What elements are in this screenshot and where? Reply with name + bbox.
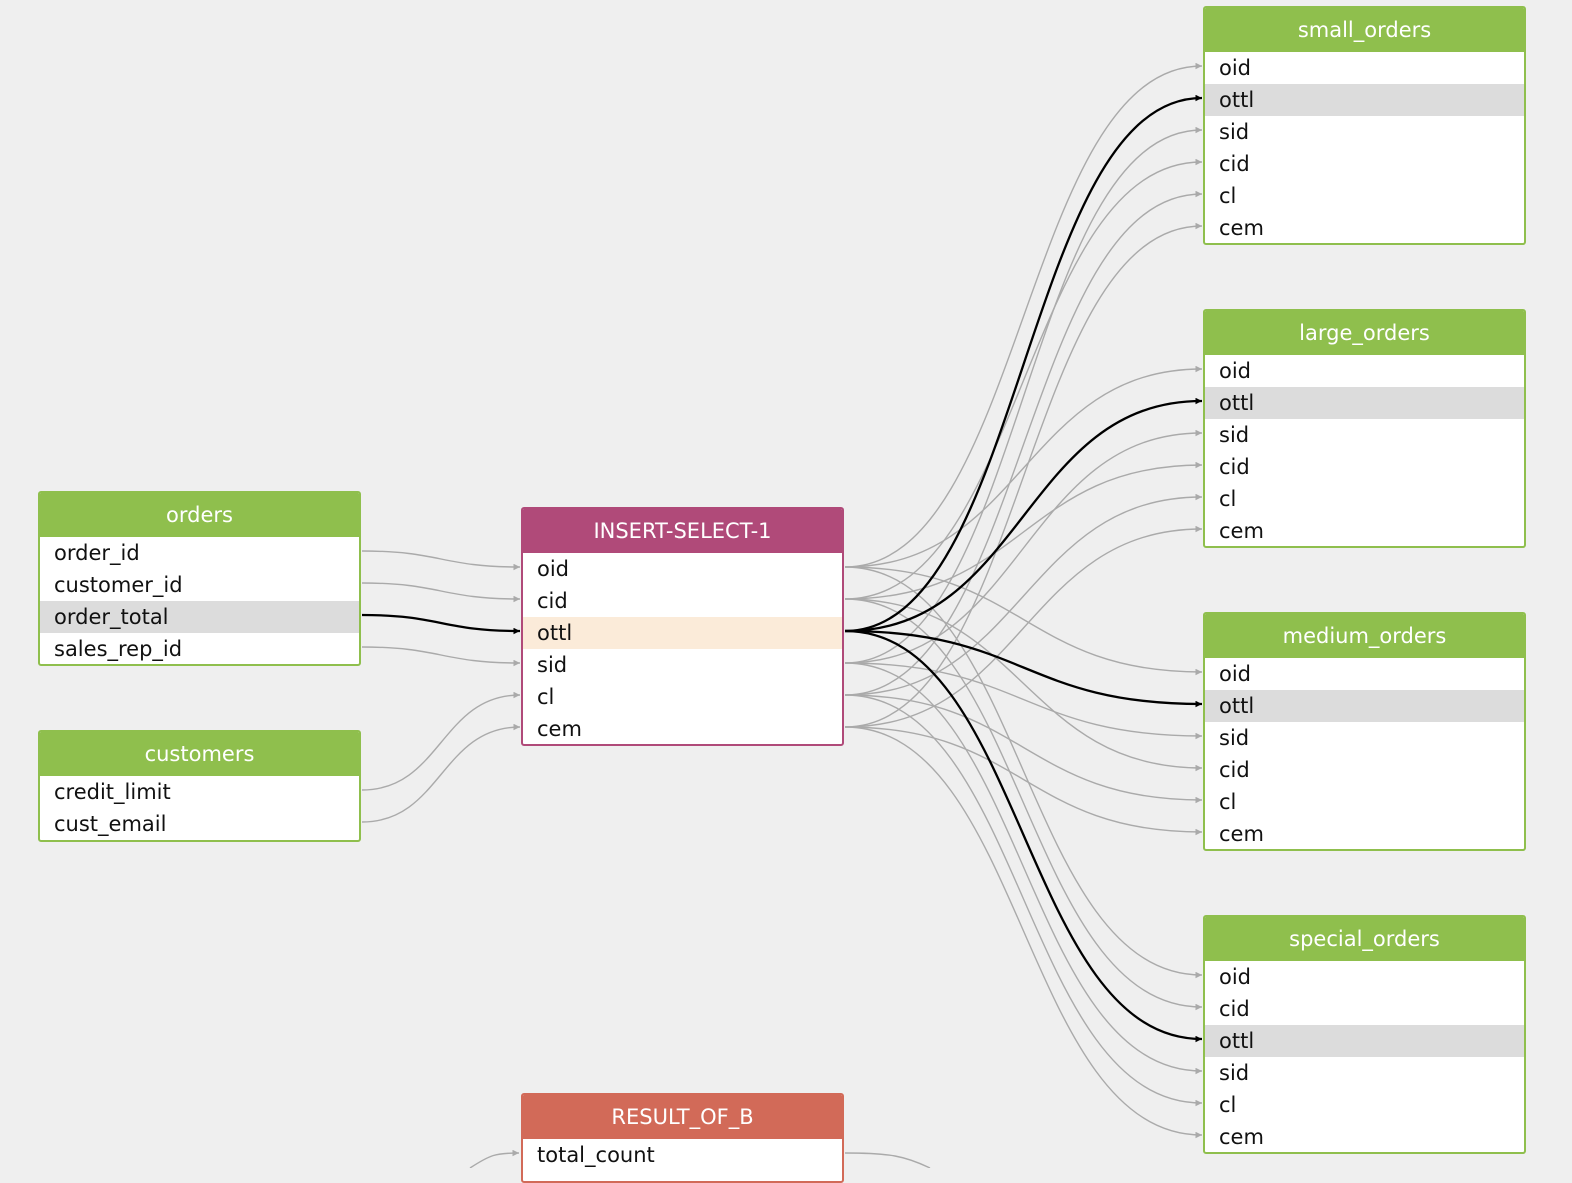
- column-total_count[interactable]: total_count: [537, 1143, 655, 1167]
- edge-ottl-to-small_orders: [844, 94, 1203, 633]
- edge-cid-to-medium_orders: [844, 598, 1203, 772]
- column-cl[interactable]: cl: [1219, 790, 1237, 814]
- edge-into-total_count: [469, 1149, 520, 1168]
- column-ottl[interactable]: ottl: [1205, 387, 1524, 419]
- edge-cust_email-to-cem: [361, 723, 521, 823]
- edge-from-total_count: [844, 1152, 931, 1168]
- edge-oid-to-special_orders: [844, 566, 1203, 979]
- column-cl[interactable]: cl: [1219, 184, 1237, 208]
- column-cem[interactable]: cem: [1219, 216, 1264, 240]
- column-ottl[interactable]: ottl: [523, 617, 842, 649]
- edge-cl-to-medium_orders: [844, 694, 1203, 804]
- process-insert-select-1[interactable]: INSERT-SELECT-1 oid cid ottl sid cl cem: [521, 507, 844, 746]
- edge-oid-to-large_orders: [844, 365, 1203, 568]
- edge-sid-to-large_orders: [844, 429, 1203, 664]
- process-title: INSERT-SELECT-1: [523, 509, 842, 553]
- edge-customer_id-to-cid: [361, 582, 521, 603]
- column-sid[interactable]: sid: [1219, 120, 1250, 144]
- result-of-b[interactable]: RESULT_OF_B total_count: [521, 1093, 844, 1183]
- edge-cem-to-medium_orders: [844, 726, 1203, 836]
- column-cid[interactable]: cid: [1219, 455, 1250, 479]
- edge-cl-to-large_orders: [844, 493, 1203, 696]
- column-cem[interactable]: cem: [1219, 1125, 1264, 1149]
- column-cid[interactable]: cid: [1219, 152, 1250, 176]
- column-cl[interactable]: cl: [1219, 1093, 1237, 1117]
- edge-oid-to-small_orders: [844, 62, 1203, 568]
- column-customer_id[interactable]: customer_id: [54, 573, 183, 597]
- column-sid[interactable]: sid: [537, 653, 568, 677]
- column-cl[interactable]: cl: [537, 685, 555, 709]
- edge-credit_limit-to-cl: [361, 691, 521, 791]
- edge-order_total-to-ottl: [361, 613, 521, 635]
- edge-sid-to-small_orders: [844, 126, 1203, 664]
- column-order_id[interactable]: order_id: [54, 541, 140, 565]
- table-small_orders[interactable]: small_orders oid ottl sid cid cl cem: [1203, 6, 1526, 245]
- edge-cem-to-small_orders: [844, 222, 1203, 728]
- table-large_orders[interactable]: large_orders oid ottl sid cid cl cem: [1203, 309, 1526, 548]
- column-cid[interactable]: cid: [1219, 758, 1250, 782]
- column-cem[interactable]: cem: [1219, 519, 1264, 543]
- table-title: medium_orders: [1205, 614, 1524, 658]
- edge-oid-to-medium_orders: [844, 566, 1203, 676]
- edge-cem-to-large_orders: [844, 525, 1203, 728]
- table-title: large_orders: [1205, 311, 1524, 355]
- edge-cid-to-special_orders: [844, 598, 1203, 1011]
- column-ottl[interactable]: ottl: [1205, 690, 1524, 722]
- edge-ottl-to-special_orders: [844, 629, 1203, 1043]
- edge-cl-to-small_orders: [844, 190, 1203, 696]
- edge-sid-to-special_orders: [844, 662, 1203, 1075]
- column-cust_email[interactable]: cust_email: [54, 812, 167, 836]
- column-cid[interactable]: cid: [1219, 997, 1250, 1021]
- table-title: small_orders: [1205, 8, 1524, 52]
- edge-sid-to-medium_orders: [844, 662, 1203, 740]
- edge-cid-to-large_orders: [844, 461, 1203, 600]
- column-cl[interactable]: cl: [1219, 487, 1237, 511]
- column-oid[interactable]: oid: [1219, 662, 1252, 686]
- edge-sales_rep_id-to-sid: [361, 646, 521, 667]
- column-sid[interactable]: sid: [1219, 423, 1250, 447]
- column-oid[interactable]: oid: [537, 557, 570, 581]
- edge-order_id-to-oid: [361, 550, 521, 571]
- table-customers[interactable]: customers credit_limit cust_email: [38, 730, 361, 842]
- column-cem[interactable]: cem: [1219, 822, 1264, 846]
- column-oid[interactable]: oid: [1219, 359, 1252, 383]
- column-sales_rep_id[interactable]: sales_rep_id: [54, 637, 183, 661]
- edge-cid-to-small_orders: [844, 158, 1203, 600]
- table-title: orders: [40, 493, 359, 537]
- table-title: customers: [40, 732, 359, 776]
- column-order_total[interactable]: order_total: [40, 601, 359, 633]
- table-orders[interactable]: orders order_id customer_id order_total …: [38, 491, 361, 666]
- column-sid[interactable]: sid: [1219, 1061, 1250, 1085]
- table-medium_orders[interactable]: medium_orders oid ottl sid cid cl cem: [1203, 612, 1526, 851]
- column-cem[interactable]: cem: [537, 717, 582, 741]
- table-special_orders[interactable]: special_orders oid cid ottl sid cl cem: [1203, 915, 1526, 1154]
- edge-cem-to-special_orders: [844, 726, 1203, 1139]
- table-title: special_orders: [1205, 917, 1524, 961]
- column-ottl[interactable]: ottl: [1205, 84, 1524, 116]
- column-oid[interactable]: oid: [1219, 965, 1252, 989]
- edge-cl-to-special_orders: [844, 694, 1203, 1107]
- result-title: RESULT_OF_B: [523, 1095, 842, 1139]
- column-oid[interactable]: oid: [1219, 56, 1252, 80]
- column-sid[interactable]: sid: [1219, 726, 1250, 750]
- column-ottl[interactable]: ottl: [1205, 1025, 1524, 1057]
- edge-ottl-to-large_orders: [844, 397, 1203, 633]
- edge-ottl-to-medium_orders: [844, 629, 1203, 708]
- column-credit_limit[interactable]: credit_limit: [54, 780, 171, 804]
- column-cid[interactable]: cid: [537, 589, 568, 613]
